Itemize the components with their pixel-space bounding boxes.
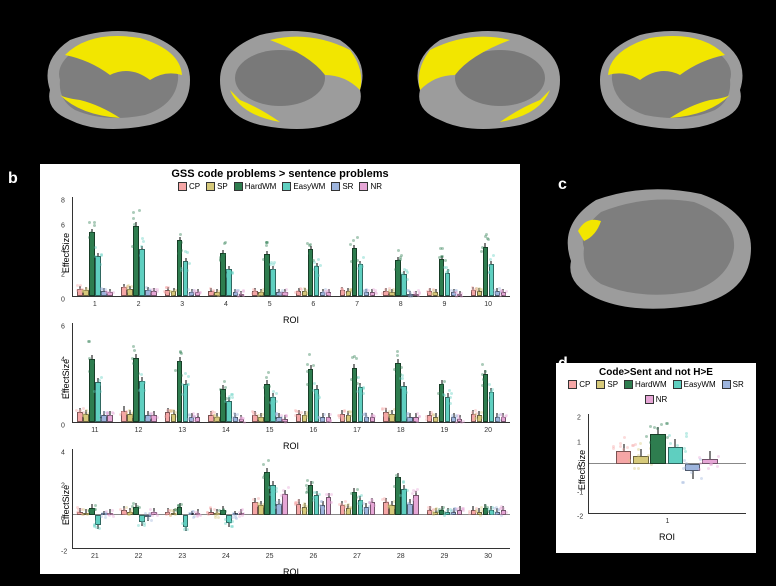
panel-c-brain [546,176,766,326]
bar [439,259,444,296]
subchart-row-1: EffectSize 024611121314151617181920 ROI [72,319,510,439]
subchart-d: EffectSize -2-10121 ROI [588,410,746,530]
legend-item-CP: CP [568,380,590,389]
bar [308,249,313,296]
legend-label-HardWM: HardWM [635,380,667,389]
legend-label-SR: SR [342,182,353,191]
bar [445,397,450,422]
panel-b-title: GSS code problems > sentence problems [40,164,520,180]
swatch-HardWM [624,380,633,389]
panel-d-legend: CP SP HardWM EasyWM SR NR [556,378,756,406]
legend-label-SP: SP [607,380,618,389]
legend-item-SP: SP [206,182,228,191]
xlabel-2: ROI [283,567,299,577]
bar [177,361,182,422]
legend-label-SR: SR [733,380,744,389]
panel-b-charts: GSS code problems > sentence problems CP… [40,164,520,574]
plot-area-2: -202421222324252627282930 [72,449,510,549]
legend-label-HardWM: HardWM [245,182,277,191]
plot-area-1: 024611121314151617181920 [72,323,510,423]
panel-d-chart: Code>Sent and not H>E CP SP HardWM EasyWM SR… [556,363,756,553]
legend-item-HardWM: HardWM [234,182,277,191]
legend-label-EasyWM: EasyWM [293,182,325,191]
subchart-row-2: EffectSize -202421222324252627282930 ROI [72,445,510,565]
bar [352,248,357,296]
swatch-SR [331,182,340,191]
swatch-SP [596,380,605,389]
panel-b-label: b [8,170,18,188]
bar [395,260,400,296]
legend-item-CP: CP [178,182,200,191]
swatch-EasyWM [673,380,682,389]
legend-label-SP: SP [217,182,228,191]
legend-item-NR: NR [359,182,382,191]
legend-label-CP: CP [579,380,590,389]
panel-b-legend: CP SP HardWM EasyWM SR NR [40,180,520,193]
swatch-SP [206,182,215,191]
xlabel-d: ROI [659,532,675,542]
bar [270,269,275,296]
bar [314,266,319,296]
legend-label-NR: NR [656,395,668,404]
legend-item-SR: SR [331,182,353,191]
legend-item-SR: SR [722,380,744,389]
panel-a-brains [0,0,776,164]
plot-area-0: 0246812345678910 [72,197,510,297]
legend-label-NR: NR [370,182,382,191]
legend-item-HardWM: HardWM [624,380,667,389]
legend-item-EasyWM: EasyWM [673,380,716,389]
legend-item-NR: NR [645,395,668,404]
panel-d-title: Code>Sent and not H>E [556,363,756,378]
swatch-SR [722,380,731,389]
subchart-row-0: EffectSize 0246812345678910 ROI [72,193,510,313]
legend-label-EasyWM: EasyWM [684,380,716,389]
swatch-CP [568,380,577,389]
swatch-HardWM [234,182,243,191]
swatch-NR [645,395,654,404]
swatch-EasyWM [282,182,291,191]
bar [264,254,269,296]
bar [89,232,94,296]
legend-label-CP: CP [189,182,200,191]
legend-item-EasyWM: EasyWM [282,182,325,191]
legend-item-SP: SP [596,380,618,389]
plot-area-d: -2-10121 [588,414,746,514]
swatch-NR [359,182,368,191]
swatch-CP [178,182,187,191]
